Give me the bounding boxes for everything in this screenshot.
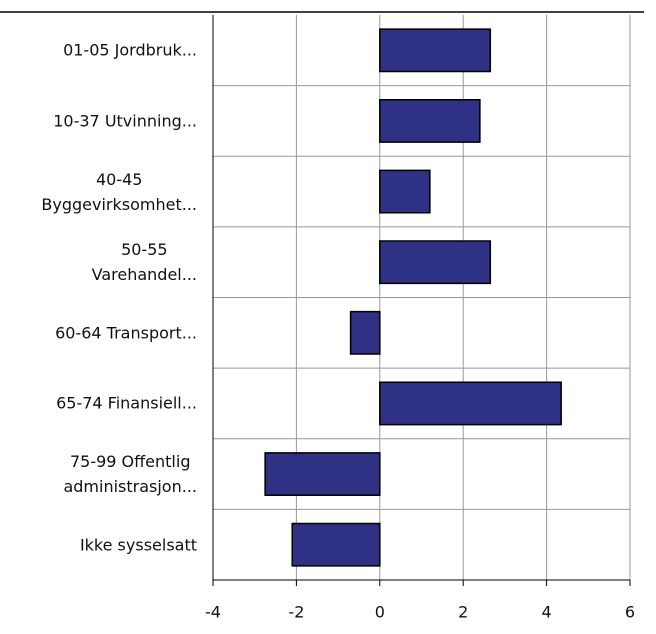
y-tick-label: Ikke sysselsatt xyxy=(79,535,197,555)
bar xyxy=(379,28,492,73)
bar xyxy=(349,310,381,355)
x-tick-label: -2 xyxy=(288,603,304,622)
y-tick-label: 40-45 Byggevirksomhet... xyxy=(41,169,197,214)
x-tick-label: -4 xyxy=(205,603,221,622)
x-tick-label: 6 xyxy=(625,603,635,622)
y-tick-label: 10-37 Utvinning... xyxy=(53,111,197,131)
bar xyxy=(379,169,431,214)
y-tick-label: 50-55 Varehandel... xyxy=(91,240,197,285)
bar xyxy=(379,99,481,143)
bar xyxy=(291,522,381,567)
bar xyxy=(379,240,492,285)
y-tick-label: 01-05 Jordbruk... xyxy=(63,40,197,60)
x-tick-label: 4 xyxy=(542,603,552,622)
bar xyxy=(379,381,562,426)
x-tick-label: 0 xyxy=(375,603,385,622)
y-tick-label: 60-64 Transport... xyxy=(55,323,197,343)
y-tick-label: 75-99 Offentlig administrasjon... xyxy=(63,452,197,497)
bar xyxy=(264,452,381,496)
y-tick-label: 65-74 Finansiell... xyxy=(56,393,197,413)
x-tick-label: 2 xyxy=(458,603,468,622)
